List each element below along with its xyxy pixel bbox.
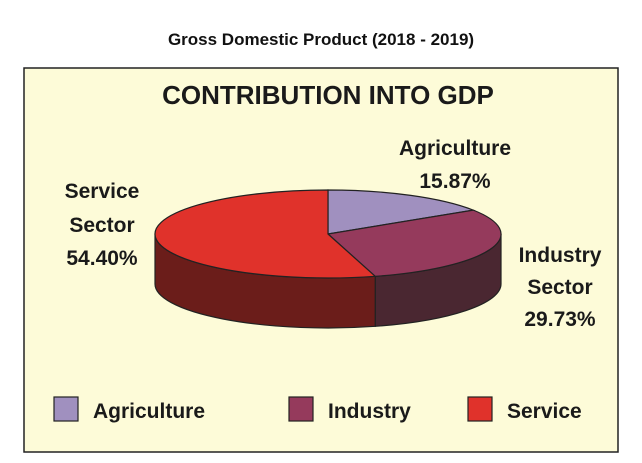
data-label-service: 54.40% xyxy=(66,247,138,270)
pie-slice-agriculture xyxy=(327,189,476,235)
data-label-agriculture: 15.87% xyxy=(419,170,491,193)
data-label-service: Sector xyxy=(69,214,134,237)
data-label-industry: Industry xyxy=(519,244,602,267)
data-label-industry: 29.73% xyxy=(524,308,596,331)
data-label-industry: Sector xyxy=(527,276,592,299)
pie-slice-service xyxy=(154,189,377,279)
data-label-agriculture: Agriculture xyxy=(399,137,511,160)
legend-swatch-agriculture xyxy=(53,396,79,422)
legend-label-industry: Industry xyxy=(328,400,411,423)
page-title: Gross Domestic Product (2018 - 2019) xyxy=(167,30,475,49)
legend-label-service: Service xyxy=(507,400,582,423)
legend-swatch-service xyxy=(467,396,493,422)
legend-swatch-industry xyxy=(288,396,314,422)
legend-label-agriculture: Agriculture xyxy=(93,400,205,423)
pie-slice-industry xyxy=(326,209,502,277)
data-label-service: Service xyxy=(65,180,140,203)
chart-title: CONTRIBUTION INTO GDP xyxy=(162,80,494,110)
